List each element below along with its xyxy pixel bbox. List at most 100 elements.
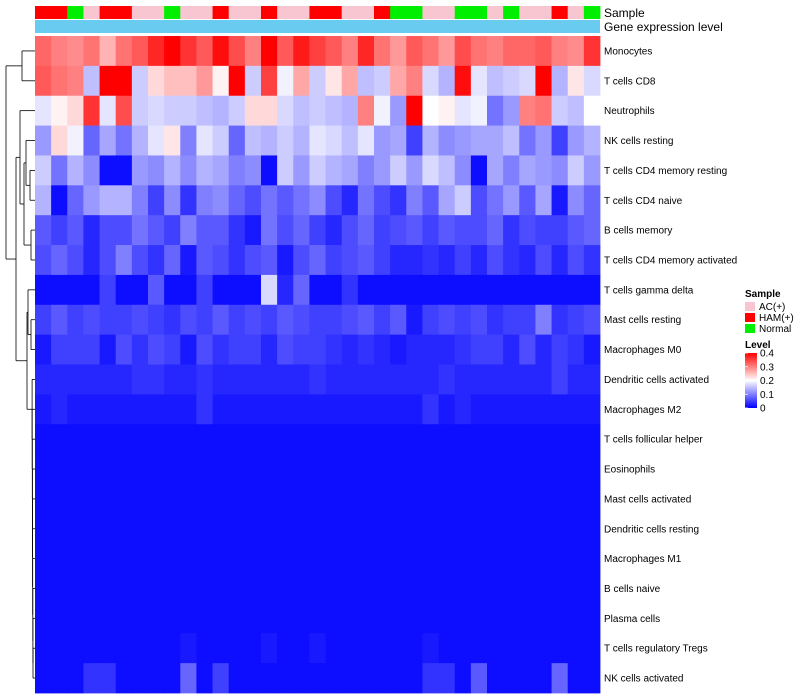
heatmap-cell — [261, 394, 278, 425]
heatmap-cell — [293, 95, 310, 126]
heatmap-cell — [83, 36, 100, 67]
heatmap-cell — [374, 483, 391, 515]
heatmap-cell — [83, 454, 100, 485]
heatmap-cell — [567, 483, 585, 515]
heatmap-cell — [115, 513, 133, 545]
heatmap-cell — [115, 95, 133, 126]
heatmap-cell — [454, 603, 472, 634]
heatmap-cell — [519, 603, 536, 634]
heatmap-cell — [406, 483, 423, 515]
heatmap-cell — [293, 65, 310, 97]
heatmap-cell — [277, 513, 294, 545]
heatmap-cell — [164, 215, 181, 246]
heatmap-cell — [261, 304, 278, 336]
heatmap-cell — [35, 633, 52, 664]
heatmap-cell — [390, 36, 407, 67]
heatmap-cell — [374, 513, 391, 545]
sample-annotation-cell — [374, 6, 391, 19]
heatmap-cell — [503, 394, 520, 425]
heatmap-cell — [35, 573, 52, 604]
heatmap-cell — [35, 364, 52, 395]
heatmap-cell — [115, 334, 133, 365]
sample-track-label: Sample — [604, 6, 645, 20]
heatmap-cell — [551, 245, 569, 276]
heatmap-cell — [357, 215, 375, 246]
heatmap-cell — [535, 125, 552, 156]
heatmap-cell — [454, 36, 472, 67]
heatmap-cell — [341, 603, 359, 634]
heatmap-cell — [341, 424, 359, 455]
heatmap-cell — [309, 125, 326, 156]
heatmap-cell — [212, 125, 230, 156]
heatmap-cell — [487, 304, 504, 336]
heatmap-cell — [131, 633, 149, 664]
heatmap-cell — [35, 215, 52, 246]
heatmap-cell — [293, 185, 310, 216]
heatmap-cell — [115, 274, 133, 306]
heatmap-cell — [374, 573, 391, 604]
heatmap-cell — [148, 95, 165, 126]
heatmap-cell — [196, 513, 213, 545]
heatmap-cell — [293, 663, 310, 694]
heatmap-cell — [244, 334, 262, 365]
sample-annotation-cell — [99, 6, 117, 19]
heatmap-cell — [470, 334, 488, 365]
heatmap-cell — [51, 65, 68, 97]
heatmap-cell — [390, 483, 407, 515]
row-label: Macrophages M2 — [604, 405, 682, 416]
heatmap-cell — [51, 95, 68, 126]
heatmap-cell — [51, 155, 68, 186]
heatmap-cell — [583, 454, 601, 485]
sample-legend-label: AC(+) — [759, 302, 785, 313]
heatmap-cell — [51, 483, 68, 515]
heatmap-cell — [67, 36, 84, 67]
heatmap-cell — [519, 543, 536, 574]
heatmap-cell — [67, 633, 84, 664]
heatmap-cell — [35, 36, 52, 67]
row-label: T cells CD4 naive — [604, 196, 683, 207]
heatmap-cell — [487, 483, 504, 515]
heatmap-cell — [487, 454, 504, 485]
heatmap-cell — [67, 125, 84, 156]
heatmap-cell — [83, 334, 100, 365]
heatmap-cell — [341, 543, 359, 574]
heatmap-cell — [487, 36, 504, 67]
heatmap-cell — [357, 95, 375, 126]
heatmap-cell — [583, 603, 601, 634]
heatmap-cell — [357, 573, 375, 604]
heatmap-cell — [115, 364, 133, 395]
heatmap-cell — [535, 513, 552, 545]
heatmap-cell — [131, 663, 149, 694]
sample-annotation-cell — [438, 6, 456, 19]
heatmap-cell — [244, 274, 262, 306]
heatmap-cell — [438, 215, 456, 246]
heatmap-cell — [583, 364, 601, 395]
heatmap-cell — [277, 543, 294, 574]
heatmap-cell — [115, 36, 133, 67]
heatmap-cell — [148, 36, 165, 67]
heatmap-cell — [390, 245, 407, 276]
heatmap-cell — [309, 633, 326, 664]
heatmap-cell — [519, 245, 536, 276]
heatmap-cell — [422, 245, 439, 276]
heatmap-cell — [51, 424, 68, 455]
heatmap-cell — [406, 364, 423, 395]
heatmap-cell — [309, 543, 326, 574]
heatmap-cell — [470, 454, 488, 485]
heatmap-cell — [148, 334, 165, 365]
heatmap-cell — [148, 125, 165, 156]
heatmap-cell — [438, 513, 456, 545]
legend: Sample AC(+)HAM(+)Normal Level 0.4 0.3 0.2… — [745, 289, 794, 415]
heatmap-cell — [293, 454, 310, 485]
heatmap-cell — [244, 125, 262, 156]
heatmap-cell — [438, 245, 456, 276]
level-tick-label: 0.2 — [760, 376, 774, 387]
heatmap-cell — [341, 274, 359, 306]
heatmap-cell — [164, 65, 181, 97]
heatmap-cell — [503, 245, 520, 276]
heatmap-cell — [212, 185, 230, 216]
heatmap-cell — [390, 424, 407, 455]
heatmap-cell — [357, 394, 375, 425]
heatmap-cell — [164, 543, 181, 574]
level-tick-label: 0.3 — [760, 362, 774, 373]
